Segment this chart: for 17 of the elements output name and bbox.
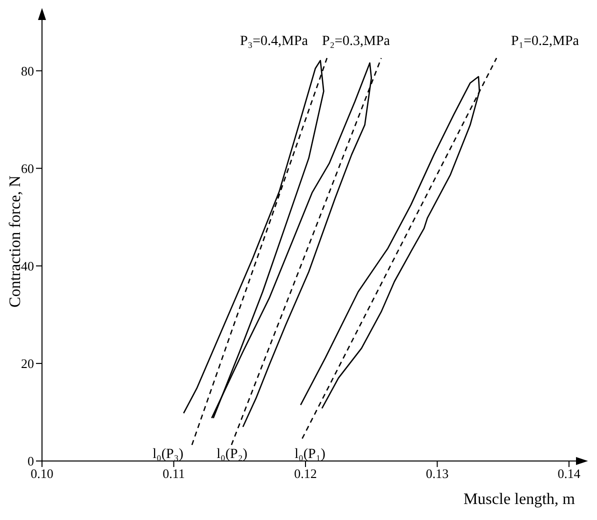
x-tick-label: 0.13 [426, 466, 449, 482]
y-tick-label: 40 [21, 258, 34, 274]
x-axis-title: Muscle length, m [463, 491, 576, 508]
x-tick-label: 0.12 [294, 466, 317, 482]
y-tick-label: 20 [21, 356, 34, 372]
y-tick-label: 60 [21, 160, 34, 176]
annotation: l₀(P₂) [216, 447, 248, 462]
y-tick-label: 80 [21, 63, 34, 78]
annotation: P₃=0.4,MPa [240, 34, 309, 49]
annotation: P₂=0.3,MPa [322, 34, 391, 49]
annotation: l₀(P₁) [294, 447, 326, 462]
x-tick-label: 0.11 [162, 466, 185, 482]
annotation: l₀(P₃) [152, 447, 184, 462]
x-tick-label: 0.14 [558, 466, 581, 482]
x-tick-label: 0.10 [30, 466, 54, 482]
y-tick-label: 0 [28, 454, 34, 469]
annotation: P₁=0.2,MPa [510, 34, 580, 49]
